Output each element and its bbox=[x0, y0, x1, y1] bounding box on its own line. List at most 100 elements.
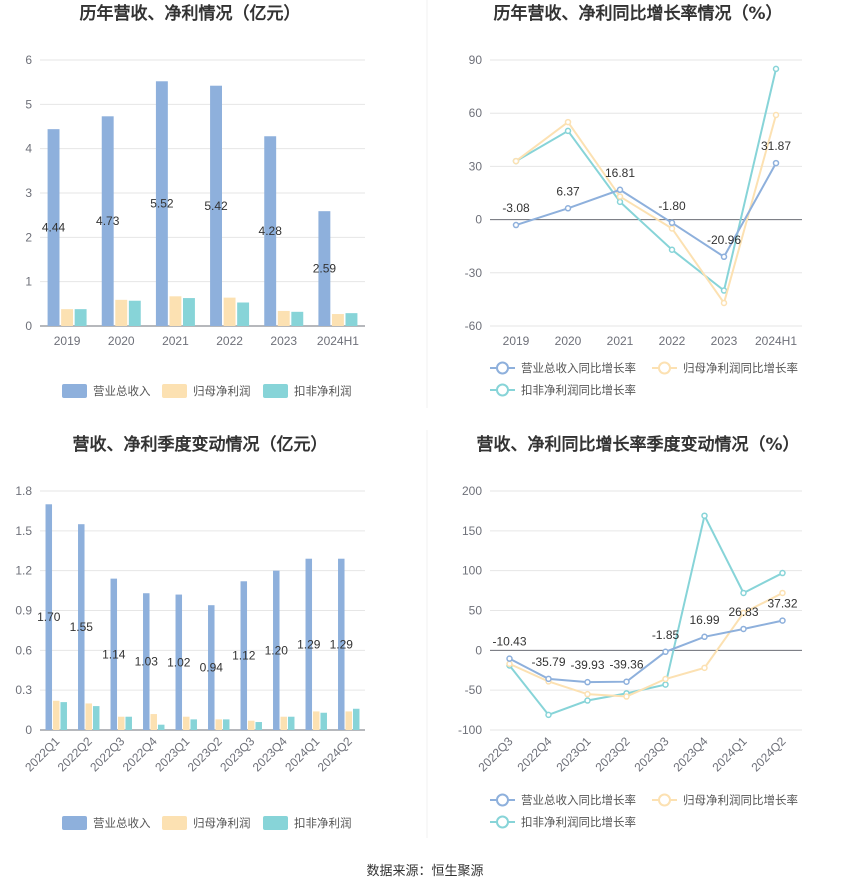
legend-label: 扣非净利润同比增长率 bbox=[521, 815, 636, 829]
bar-revenue bbox=[110, 578, 118, 730]
growth-value-label: -10.43 bbox=[492, 635, 526, 649]
x-tick-label: 2023Q1 bbox=[554, 734, 594, 774]
series-line bbox=[509, 619, 783, 684]
bar-value-label: 1.70 bbox=[37, 610, 61, 624]
quarterly-revenue-profit-chart: 营收、净利季度变动情况（亿元） 0 0.3 0.6 0.9 1.2 1.5 1.8 1.70 1.… bbox=[15, 434, 365, 830]
series-point bbox=[720, 287, 728, 294]
x-tick-label: 2022Q3 bbox=[476, 734, 516, 774]
bar-revenue bbox=[210, 85, 222, 326]
y-tick-label: 2 bbox=[25, 230, 32, 244]
x-tick-label: 2023Q2 bbox=[185, 734, 225, 774]
growth-value-label: 6.37 bbox=[556, 184, 580, 198]
series-point bbox=[701, 633, 708, 641]
legend-marker bbox=[496, 793, 509, 807]
bar-net-profit bbox=[313, 711, 320, 730]
x-tick-label: 2022Q1 bbox=[22, 734, 62, 774]
series-point bbox=[616, 186, 624, 194]
y-tick-label: 1.2 bbox=[15, 564, 32, 578]
chart-title: 历年营收、净利同比增长率情况（%） bbox=[493, 3, 782, 24]
legend-marker bbox=[496, 383, 509, 397]
y-tick-label: 1.5 bbox=[15, 524, 32, 538]
series-point bbox=[720, 299, 728, 307]
x-tick-label: 2023Q1 bbox=[152, 734, 192, 774]
y-tick-label: 6 bbox=[25, 53, 32, 67]
legend-swatch bbox=[62, 816, 87, 830]
bar-value-label: 5.52 bbox=[150, 197, 174, 211]
bar-revenue bbox=[318, 211, 331, 326]
bar-revenue bbox=[155, 81, 168, 326]
legend-swatch bbox=[263, 816, 288, 830]
y-tick-label: 5 bbox=[25, 97, 32, 111]
legend-marker bbox=[496, 815, 509, 829]
bar-deducted-profit bbox=[291, 311, 304, 326]
series-point bbox=[720, 253, 728, 261]
x-tick-label: 2023Q3 bbox=[632, 734, 672, 774]
growth-value-label: 31.87 bbox=[761, 139, 791, 153]
y-tick-label: 0 bbox=[475, 643, 482, 657]
series-point bbox=[779, 569, 786, 577]
x-tick-label: 2024Q1 bbox=[710, 734, 750, 774]
bar-net-profit bbox=[277, 310, 290, 326]
x-tick-label: 2023Q3 bbox=[217, 734, 257, 774]
bar-value-label: 1.12 bbox=[232, 649, 256, 663]
series-line bbox=[509, 592, 783, 698]
bar-net-profit bbox=[150, 714, 157, 730]
data-source-note: 数据来源：恒生聚源 bbox=[366, 864, 483, 879]
bar-deducted-profit bbox=[352, 708, 360, 730]
bar-value-label: 1.29 bbox=[297, 637, 321, 651]
y-tick-label: 100 bbox=[462, 564, 482, 578]
legend-swatch bbox=[162, 384, 187, 398]
series-point bbox=[564, 127, 572, 135]
bar-deducted-profit bbox=[60, 702, 67, 730]
series-point bbox=[584, 678, 591, 686]
bar-value-label: 4.44 bbox=[42, 221, 66, 235]
bar-value-label: 2.59 bbox=[313, 262, 337, 276]
legend-label: 归母净利润 bbox=[193, 384, 251, 398]
bar-deducted-profit bbox=[222, 719, 230, 730]
series-point bbox=[668, 246, 676, 253]
series-point bbox=[623, 678, 630, 685]
series-point bbox=[668, 219, 676, 227]
y-tick-label: 50 bbox=[469, 604, 483, 618]
legend-label: 营业总收入 bbox=[93, 816, 151, 830]
series-line bbox=[508, 512, 783, 717]
chart-title: 营收、净利季度变动情况（亿元） bbox=[73, 434, 328, 455]
y-tick-label: 0.3 bbox=[15, 683, 32, 697]
annual-revenue-profit-chart: 历年营收、净利情况（亿元） 0 1 2 3 4 5 6 4.44 4.73 5.52 5.42 4.28… bbox=[25, 3, 365, 398]
y-tick-label: -100 bbox=[458, 723, 482, 737]
x-tick-label: 2024H1 bbox=[317, 334, 359, 348]
bar-net-profit bbox=[85, 703, 92, 730]
bar-value-label: 1.14 bbox=[102, 647, 126, 661]
series-point bbox=[779, 589, 786, 597]
bar-deducted-profit bbox=[320, 712, 327, 730]
series-point bbox=[564, 118, 572, 126]
y-tick-label: 3 bbox=[25, 186, 32, 200]
x-tick-label: 2024Q2 bbox=[749, 734, 789, 774]
legend-marker bbox=[658, 793, 671, 807]
growth-value-label: -1.80 bbox=[658, 199, 686, 213]
y-tick-label: 4 bbox=[25, 142, 32, 156]
y-tick-label: 90 bbox=[469, 53, 483, 67]
bar-net-profit bbox=[248, 720, 255, 730]
x-tick-label: 2020 bbox=[108, 334, 135, 348]
x-tick-label: 2022Q3 bbox=[87, 734, 127, 774]
series-point bbox=[616, 193, 624, 200]
chart-title: 历年营收、净利情况（亿元） bbox=[80, 3, 301, 24]
chart-title: 营收、净利同比增长率季度变动情况（%） bbox=[476, 434, 799, 455]
bar-net-profit bbox=[115, 299, 128, 326]
bar-deducted-profit bbox=[287, 716, 295, 730]
series-point bbox=[584, 690, 591, 698]
bar-net-profit bbox=[118, 716, 125, 730]
bar-value-label: 1.20 bbox=[265, 643, 289, 657]
x-tick-label: 2022Q2 bbox=[55, 734, 95, 774]
bar-net-profit bbox=[215, 719, 222, 730]
x-tick-label: 2024Q1 bbox=[282, 734, 322, 774]
y-tick-label: -60 bbox=[465, 319, 483, 333]
growth-value-label: -3.08 bbox=[502, 201, 530, 215]
x-tick-label: 2023Q4 bbox=[250, 734, 290, 774]
legend-label: 扣非净利润 bbox=[294, 384, 352, 398]
series-line bbox=[515, 162, 777, 259]
bar-deducted-profit bbox=[74, 309, 87, 326]
x-tick-label: 2024H1 bbox=[755, 334, 797, 348]
